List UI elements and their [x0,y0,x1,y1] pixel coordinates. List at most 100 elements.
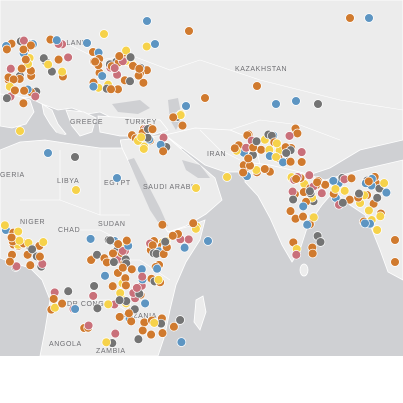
map-marker[interactable] [70,304,80,314]
map-marker[interactable] [2,44,12,55]
map-marker[interactable] [63,286,73,296]
map-marker[interactable] [18,44,29,55]
map-marker[interactable] [101,337,112,348]
map-marker[interactable] [99,29,109,39]
map-marker[interactable] [291,250,302,260]
map-marker[interactable] [16,63,27,74]
map-marker[interactable] [105,235,115,246]
map-marker[interactable] [243,153,253,164]
map-marker[interactable] [364,205,374,216]
map-marker[interactable] [142,16,152,26]
map-marker[interactable] [103,299,113,310]
map-marker[interactable] [169,321,179,332]
map-marker[interactable] [160,236,170,247]
map-marker[interactable] [137,325,148,336]
map-marker[interactable] [285,156,296,167]
map-marker[interactable] [30,91,41,102]
map-marker[interactable] [126,316,136,327]
map-marker[interactable] [100,271,110,281]
map-markers[interactable] [0,13,400,348]
map-marker[interactable] [43,59,53,70]
map-marker[interactable] [230,143,240,154]
map-marker[interactable] [52,35,62,45]
map-marker[interactable] [157,328,168,338]
map-marker[interactable] [139,144,149,154]
map-marker[interactable] [134,64,145,74]
map-marker[interactable] [2,93,12,103]
map-marker[interactable] [298,211,308,222]
map-marker[interactable] [125,52,136,62]
map-marker[interactable] [307,248,318,259]
map-marker[interactable] [285,206,296,216]
map-marker[interactable] [315,237,326,247]
map-marker[interactable] [10,85,20,96]
map-marker[interactable] [338,198,348,208]
map-marker[interactable] [345,13,355,23]
map-marker[interactable] [114,312,125,322]
map-marker[interactable] [296,157,307,167]
map-marker[interactable] [114,51,125,61]
map-marker[interactable] [152,263,162,274]
map-marker[interactable] [19,85,29,96]
map-marker[interactable] [70,152,80,162]
map-marker[interactable] [330,184,341,194]
map-marker[interactable] [88,291,98,301]
map-marker[interactable] [372,225,382,235]
map-marker[interactable] [92,303,103,314]
map-marker[interactable] [372,193,382,203]
map-marker[interactable] [251,136,262,147]
map-marker[interactable] [328,176,339,186]
map-marker[interactable] [309,212,319,223]
map-marker[interactable] [304,170,315,180]
map-marker[interactable] [271,99,281,109]
map-marker[interactable] [360,218,370,229]
map-marker[interactable] [127,264,137,275]
map-marker[interactable] [63,52,73,63]
map-marker[interactable] [203,236,213,246]
map-view[interactable]: POLAND KAZAKHSTAN GREECE TURKEY LIBYA EG… [0,0,403,356]
map-marker[interactable] [153,275,164,285]
map-marker[interactable] [222,172,232,182]
map-marker[interactable] [110,328,121,339]
map-marker[interactable] [48,294,59,304]
map-marker[interactable] [177,120,188,131]
map-marker[interactable] [381,187,392,198]
map-marker[interactable] [122,235,132,246]
map-marker[interactable] [57,298,67,309]
map-marker[interactable] [179,242,190,253]
map-marker[interactable] [109,257,119,267]
map-marker[interactable] [260,164,270,174]
map-marker[interactable] [13,226,23,237]
map-marker[interactable] [379,178,389,188]
map-marker[interactable] [27,244,37,255]
map-marker[interactable] [168,231,178,241]
map-marker[interactable] [83,320,94,331]
map-marker[interactable] [53,54,64,65]
map-marker[interactable] [184,26,194,36]
map-marker[interactable] [168,112,178,123]
map-marker[interactable] [86,255,96,265]
map-marker[interactable] [200,93,210,103]
map-marker[interactable] [284,131,295,141]
map-marker[interactable] [175,315,185,325]
map-marker[interactable] [106,84,116,94]
map-marker[interactable] [281,148,291,158]
map-marker[interactable] [108,248,118,259]
map-marker[interactable] [124,308,134,319]
map-marker[interactable] [339,186,350,196]
map-marker[interactable] [158,146,168,157]
map-marker[interactable] [97,71,107,81]
map-marker[interactable] [317,188,327,198]
map-marker[interactable] [25,260,36,270]
map-marker[interactable] [35,251,45,262]
map-marker[interactable] [112,173,122,183]
map-marker[interactable] [296,147,307,157]
map-marker[interactable] [181,101,191,111]
map-marker[interactable] [133,334,144,344]
map-marker[interactable] [313,99,323,109]
map-marker[interactable] [121,45,131,56]
map-marker[interactable] [85,234,96,244]
map-marker[interactable] [38,237,49,247]
map-marker[interactable] [312,177,322,188]
map-marker[interactable] [291,96,301,106]
